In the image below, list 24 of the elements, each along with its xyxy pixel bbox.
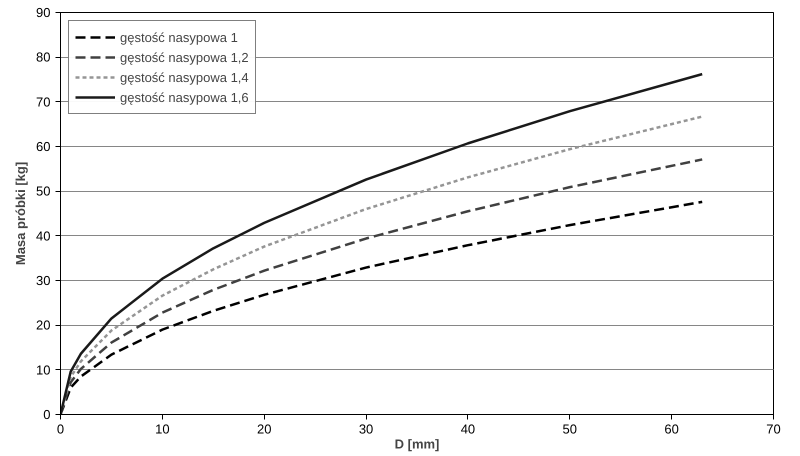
x-tick-label: 0 [56, 422, 64, 436]
y-tick-label: 70 [36, 94, 51, 110]
x-tick-label: 30 [358, 422, 374, 436]
y-tick-label: 20 [36, 318, 51, 333]
y-tick-label: 80 [36, 50, 51, 65]
x-tick-label: 70 [766, 422, 781, 436]
legend-label: gęstość nasypowa 1,4 [120, 70, 249, 84]
y-tick-label: 60 [36, 139, 51, 154]
y-tick-label: 90 [36, 5, 51, 20]
y-tick-label: 30 [36, 273, 51, 288]
x-tick-label: 10 [155, 422, 170, 436]
y-tick-label: 10 [36, 362, 51, 378]
x-axis-title: D [mm] [394, 436, 440, 452]
y-tick-label: 0 [43, 407, 51, 422]
x-tick-label: 40 [460, 422, 476, 436]
legend-label: gęstość nasypowa 1,6 [120, 90, 249, 104]
y-tick-label: 40 [36, 228, 51, 244]
y-axis-title: Masa próbki [kg] [13, 162, 28, 266]
x-tick-label: 20 [256, 422, 272, 436]
x-tick-label: 50 [562, 422, 578, 436]
y-tick-label: 50 [36, 184, 51, 199]
legend-label: gęstość nasypowa 1 [120, 30, 238, 44]
legend-label: gęstość nasypowa 1,2 [120, 50, 249, 64]
x-tick-label: 60 [664, 422, 679, 436]
